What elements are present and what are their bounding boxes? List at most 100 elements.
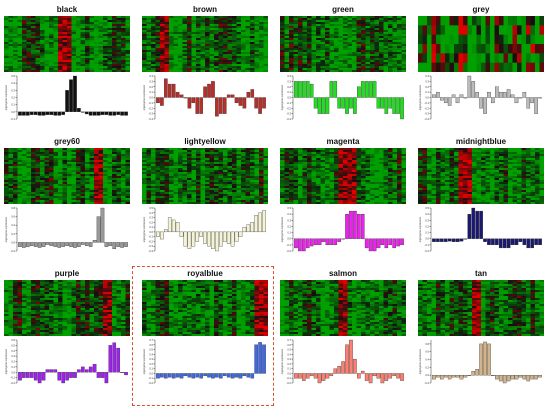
- bar: [294, 81, 297, 97]
- bar: [345, 98, 348, 114]
- heatmap-cell: [436, 35, 441, 45]
- heatmap-cell: [379, 70, 384, 72]
- y-tick-label: 0.2: [287, 85, 291, 89]
- heatmap-cell: [418, 53, 423, 63]
- bar: [389, 98, 392, 109]
- bar: [207, 232, 210, 246]
- heatmap-cell: [45, 70, 50, 72]
- bar: [113, 242, 116, 248]
- heatmap-cell: [490, 63, 495, 72]
- bar: [448, 98, 451, 106]
- y-tick-label: 0.8: [11, 206, 15, 210]
- heatmap-cell: [103, 202, 108, 204]
- y-axis-label: eigengene expression: [280, 84, 284, 110]
- bar: [156, 98, 159, 103]
- heatmap-cell: [486, 53, 491, 63]
- heatmap-cell: [535, 63, 540, 72]
- bar: [73, 76, 76, 112]
- heatmap-cell: [384, 70, 389, 72]
- bar: [432, 95, 435, 98]
- heatmap-cell: [232, 70, 237, 72]
- heatmap-cell: [535, 35, 540, 45]
- heatmap-cell: [40, 202, 45, 204]
- bar: [184, 232, 187, 246]
- y-tick-label: 0.3: [287, 79, 291, 83]
- heatmap-cell: [4, 70, 9, 72]
- heatmap-cell: [58, 202, 63, 204]
- heatmap-cell: [472, 44, 477, 54]
- heatmap-cell: [459, 16, 464, 26]
- gene-expression-heatmap: [4, 16, 130, 72]
- bar: [306, 81, 309, 97]
- heatmap-cell: [517, 25, 522, 35]
- bar: [77, 242, 80, 246]
- heatmap-cell: [36, 202, 41, 204]
- y-tick-label: 0.0: [287, 96, 291, 100]
- bar: [231, 95, 234, 98]
- heatmap-cell: [117, 202, 122, 204]
- heatmap-cell: [495, 44, 500, 54]
- y-axis-label: eigengene expression: [4, 216, 8, 242]
- y-tick-label: 0.3: [149, 79, 153, 83]
- heatmap-cell: [531, 25, 536, 35]
- heatmap-cell: [490, 25, 495, 35]
- heatmap-cell: [445, 44, 450, 54]
- y-tick-label: 0.1: [287, 90, 291, 94]
- bar: [168, 84, 171, 97]
- heatmap-cell: [459, 44, 464, 54]
- heatmap-cell: [450, 44, 455, 54]
- bar: [215, 98, 218, 117]
- bar: [124, 242, 127, 246]
- bar: [310, 84, 313, 97]
- heatmap-cell: [508, 44, 513, 54]
- heatmap-cell: [445, 16, 450, 26]
- heatmap-cell: [312, 70, 317, 72]
- bar: [42, 242, 45, 246]
- heatmap-cell: [495, 25, 500, 35]
- heatmap-cell: [535, 16, 540, 26]
- bar: [460, 95, 463, 98]
- bar: [215, 232, 218, 251]
- bar: [164, 230, 167, 232]
- bar: [361, 81, 364, 97]
- heatmap-cells: [142, 148, 268, 204]
- bar: [527, 98, 530, 109]
- heatmap-cell: [330, 70, 335, 72]
- heatmap-cell: [481, 53, 486, 63]
- heatmap-cell: [445, 35, 450, 45]
- heatmap-cell: [54, 70, 59, 72]
- heatmap-cell: [63, 70, 68, 72]
- heatmap-cell: [463, 53, 468, 63]
- heatmap-cell: [357, 202, 362, 204]
- heatmap-cell: [418, 35, 423, 45]
- heatmap-cell: [174, 202, 179, 204]
- bar: [440, 98, 443, 101]
- bar: [203, 87, 206, 98]
- bar: [89, 112, 92, 116]
- y-tick-label: 0.1: [149, 90, 153, 94]
- bar: [223, 232, 226, 242]
- panel-title: brown: [142, 4, 268, 16]
- heatmap-cell: [298, 70, 303, 72]
- heatmap-cell: [513, 35, 518, 45]
- bar: [499, 92, 502, 97]
- heatmap-cell: [504, 44, 509, 54]
- bar: [105, 112, 108, 115]
- heatmap-cell: [499, 44, 504, 54]
- bar: [203, 232, 206, 244]
- bar: [341, 98, 344, 109]
- heatmap-cell: [210, 202, 215, 204]
- heatmap-cell: [459, 63, 464, 72]
- heatmap-cell: [343, 202, 348, 204]
- y-tick-label: -0.2: [149, 239, 154, 243]
- bar: [369, 81, 372, 97]
- y-tick-label: -0.3: [425, 112, 430, 116]
- heatmap-cell: [160, 202, 165, 204]
- y-tick-label: 0.1: [425, 90, 429, 94]
- heatmap-cell: [325, 70, 330, 72]
- bar: [81, 112, 84, 113]
- heatmap-cell: [103, 70, 108, 72]
- heatmap-cell: [531, 53, 536, 63]
- heatmap-cell: [126, 202, 131, 204]
